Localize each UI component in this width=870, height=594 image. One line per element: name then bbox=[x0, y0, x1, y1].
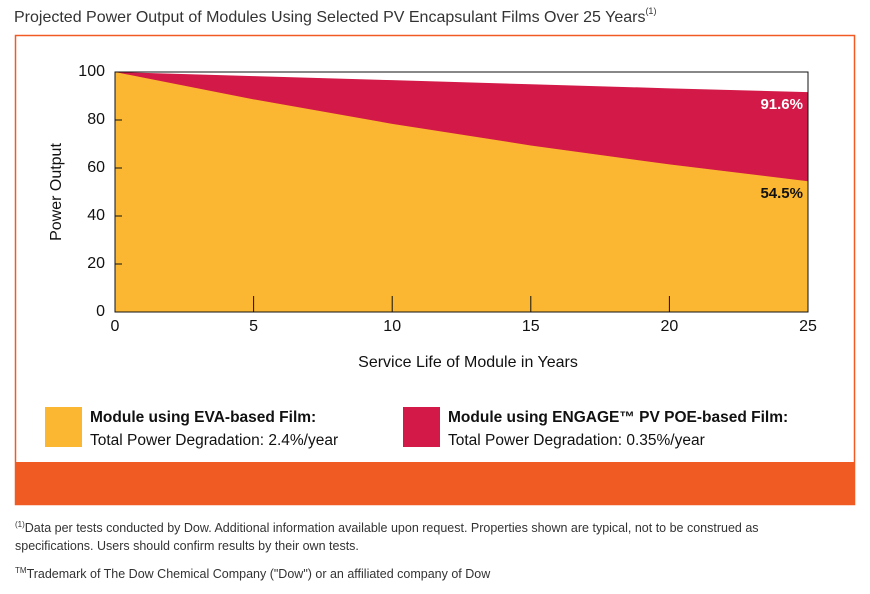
y-tick-label: 100 bbox=[78, 63, 105, 80]
x-tick-label: 5 bbox=[249, 318, 258, 335]
area bbox=[115, 72, 808, 312]
footnote-text: Trademark of The Dow Chemical Company ("… bbox=[26, 567, 491, 581]
legend: Module using EVA-based Film: Total Power … bbox=[45, 407, 788, 449]
x-tick-label: 10 bbox=[383, 318, 401, 335]
y-tick-label: 80 bbox=[87, 111, 105, 128]
legend-swatch bbox=[45, 407, 82, 447]
x-tick-label: 20 bbox=[661, 318, 679, 335]
legend-name: Module using EVA-based Film: bbox=[90, 409, 316, 426]
data-label: 54.5% bbox=[760, 185, 803, 202]
footnote: (1)Data per tests conducted by Dow. Addi… bbox=[15, 516, 815, 555]
footnote-marker: TM bbox=[15, 566, 27, 575]
orange-band bbox=[16, 462, 854, 505]
title-note: (1) bbox=[645, 6, 656, 16]
y-tick-label: 60 bbox=[87, 159, 105, 176]
plot-area: 54.5% 91.6% 0 20 40 60 80 100 0 5 10 15 20 25 bbox=[78, 63, 817, 335]
y-axis-label: Power Output bbox=[48, 143, 65, 241]
y-tick-label: 40 bbox=[87, 207, 105, 224]
y-tick-label: 0 bbox=[96, 303, 105, 320]
x-tick-label: 25 bbox=[799, 318, 817, 335]
legend-description: Total Power Degradation: 2.4%/year bbox=[90, 432, 338, 449]
y-tick-label: 20 bbox=[87, 255, 105, 272]
x-tick-label: 15 bbox=[522, 318, 540, 335]
footnote-text: Data per tests conducted by Dow. Additio… bbox=[15, 521, 759, 553]
plot-border bbox=[114, 71, 809, 313]
footnote: TMTrademark of The Dow Chemical Company … bbox=[15, 562, 815, 583]
x-axis-label: Service Life of Module in Years bbox=[358, 354, 578, 371]
x-tick-label: 0 bbox=[111, 318, 120, 335]
data-label: 91.6% bbox=[760, 96, 803, 113]
footnote-marker: (1) bbox=[15, 520, 25, 529]
title-text: Projected Power Output of Modules Using … bbox=[14, 9, 645, 26]
legend-description: Total Power Degradation: 0.35%/year bbox=[448, 432, 705, 449]
legend-name: Module using ENGAGE™ PV POE-based Film: bbox=[448, 409, 788, 426]
chart-title: Projected Power Output of Modules Using … bbox=[14, 6, 656, 26]
legend-swatch bbox=[403, 407, 440, 447]
